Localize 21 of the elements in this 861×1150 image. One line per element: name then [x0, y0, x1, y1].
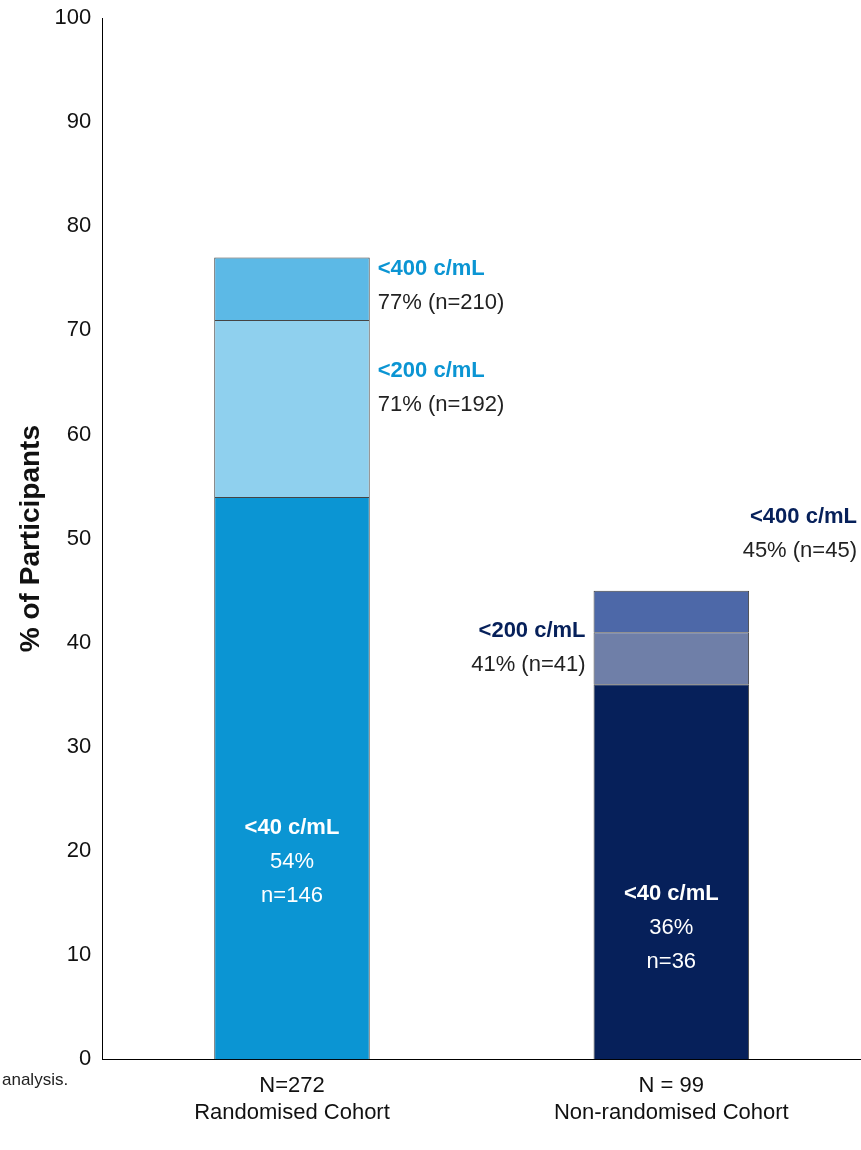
y-tick-label: 70: [66, 316, 92, 342]
y-tick-label: 100: [54, 4, 92, 30]
x-tick-label: N=272 Randomised Cohort: [194, 1072, 390, 1124]
y-tick-label: 40: [66, 628, 92, 654]
y-axis-title: % of Participants: [13, 425, 45, 653]
y-tick-label: 90: [66, 108, 92, 134]
y-tick-label: 0: [79, 1045, 92, 1071]
y-tick-label: 80: [66, 212, 92, 238]
annotation: <400 c/mL 45% (n=45): [742, 502, 857, 562]
y-tick-label: 20: [66, 837, 92, 863]
y-tick-label: 50: [66, 524, 92, 550]
data-label: <40 c/mL 36% n=36: [623, 880, 719, 974]
annotation: <200 c/mL 41% (n=41): [471, 617, 586, 677]
x-tick-label: N = 99 Non-randomised Cohort: [553, 1072, 789, 1124]
text: analysis.: [2, 1070, 69, 1090]
annotation: <200 c/mL 71% (n=192): [377, 357, 505, 417]
y-tick-label: 10: [66, 941, 92, 967]
y-tick-label: 60: [66, 420, 92, 446]
annotation: <400 c/mL 77% (n=210): [377, 254, 505, 314]
y-tick-label: 30: [66, 732, 92, 758]
data-label: <40 c/mL 54% n=146: [244, 814, 340, 908]
